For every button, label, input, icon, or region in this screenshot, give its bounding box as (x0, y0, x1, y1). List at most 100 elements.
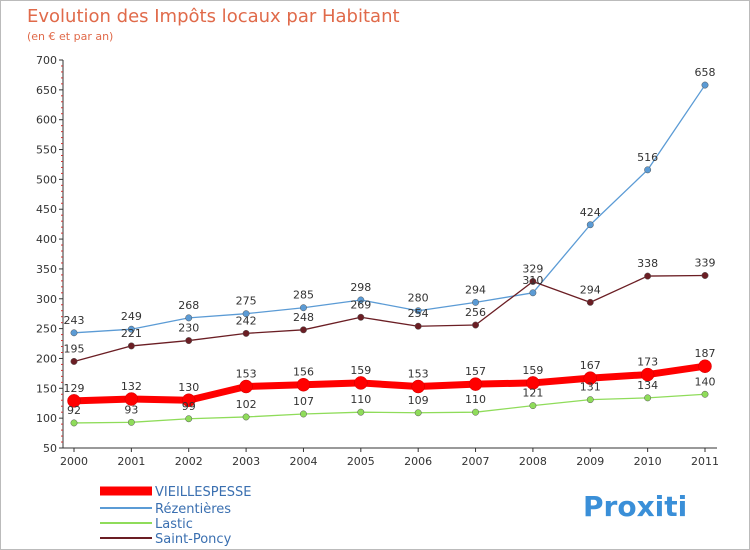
x-tick-label: 2005 (347, 455, 375, 468)
x-tick-label: 2009 (576, 455, 604, 468)
data-point (300, 304, 307, 312)
data-label: 129 (64, 382, 85, 395)
series-layer (67, 81, 712, 427)
data-label: 248 (293, 311, 314, 324)
y-tick-label: 450 (36, 203, 57, 216)
x-tick-label: 2000 (60, 455, 88, 468)
data-point (583, 371, 598, 385)
data-point (472, 298, 479, 306)
data-point (529, 278, 537, 285)
data-label: 294 (465, 283, 486, 296)
data-label: 338 (637, 257, 658, 270)
data-label: 298 (350, 281, 371, 294)
data-point (644, 394, 652, 402)
legend-label: Lastic (155, 517, 193, 532)
chart-title: Evolution des Impôts locaux par Habitant (27, 6, 400, 27)
data-label: 254 (408, 307, 429, 320)
y-tick-label: 550 (36, 144, 57, 157)
data-label: 243 (64, 314, 85, 327)
data-label: 268 (178, 299, 199, 312)
y-tick-label: 150 (36, 382, 57, 395)
data-label: 157 (465, 365, 486, 378)
y-tick-label: 400 (36, 233, 57, 246)
data-point (701, 390, 709, 398)
x-tick-label: 2011 (691, 455, 719, 468)
data-point (127, 342, 135, 350)
data-label: 310 (522, 274, 543, 287)
data-point (185, 415, 193, 423)
data-point (586, 396, 594, 404)
data-point (586, 221, 594, 229)
data-label: 658 (695, 66, 716, 79)
data-point (414, 409, 422, 417)
data-point (586, 298, 594, 306)
data-labels: 129 132 130 153 156 159 153 157 159 167 173 187 243 2… (64, 66, 716, 417)
y-tick-label: 500 (36, 173, 57, 186)
data-label: 167 (580, 359, 601, 372)
x-tick-label: 2006 (404, 455, 432, 468)
data-label: 92 (67, 404, 81, 417)
data-point (185, 314, 193, 322)
x-tick-label: 2002 (175, 455, 203, 468)
data-point (644, 272, 652, 280)
x-tick-label: 2008 (519, 455, 547, 468)
data-point (529, 402, 537, 410)
data-label: 516 (637, 151, 658, 164)
data-point (472, 408, 479, 416)
data-point (472, 321, 479, 329)
data-point (124, 392, 139, 406)
data-point (296, 377, 311, 392)
proxiti-logo: Proxiti (583, 490, 687, 523)
y-tick-label: 300 (36, 293, 57, 306)
data-label: 269 (350, 298, 371, 311)
data-point (468, 377, 483, 391)
y-tick-label: 50 (43, 442, 57, 455)
data-label: 132 (121, 380, 142, 393)
data-label: 230 (178, 322, 199, 335)
data-point (181, 393, 196, 407)
y-tick-label: 250 (36, 323, 57, 336)
data-point (414, 322, 422, 330)
data-point (127, 325, 135, 333)
data-label: 107 (293, 395, 314, 408)
data-point (70, 357, 78, 365)
data-label: 102 (236, 398, 257, 411)
data-label: 134 (637, 379, 658, 392)
data-point (127, 418, 135, 426)
data-label: 153 (408, 368, 429, 381)
data-point (300, 326, 307, 334)
data-point (185, 337, 193, 345)
y-tick-label: 350 (36, 263, 57, 276)
chart-subtitle: (en € et par an) (27, 30, 113, 43)
x-tick-label: 2003 (232, 455, 260, 468)
legend-label: VIEILLESPESSE (155, 485, 252, 500)
data-label: 256 (465, 306, 486, 319)
data-point (242, 413, 250, 421)
data-point (239, 379, 253, 394)
data-label: 109 (408, 394, 429, 407)
data-point (701, 81, 709, 89)
data-point (70, 419, 78, 427)
series-line-lastic (73, 393, 706, 424)
data-label: 156 (293, 366, 314, 379)
legend-label: Saint-Poncy (155, 532, 232, 547)
data-point (67, 394, 81, 408)
logo-text: Proxiti (583, 490, 687, 523)
data-point (357, 408, 365, 416)
x-tick-label: 2007 (462, 455, 490, 468)
data-point (640, 367, 655, 382)
data-label: 130 (178, 381, 199, 394)
y-axis-ticks: 50 100 150 200 250 300 350 400 450 500 550 600 650 70… (36, 54, 63, 455)
data-label: 187 (695, 347, 716, 360)
data-point (701, 272, 709, 279)
data-point (300, 410, 307, 418)
data-point (242, 329, 250, 337)
x-axis-ticks: 2000 2001 2002 2003 2004 2005 2006 2007 2008 2009… (60, 448, 719, 468)
legend: VIEILLESPESSE RézentièresLasticSaint-Ponc… (100, 485, 252, 547)
data-point (411, 379, 425, 394)
data-point (526, 376, 540, 390)
series-line-r-zenti-res (73, 84, 706, 334)
y-tick-label: 600 (36, 114, 57, 127)
